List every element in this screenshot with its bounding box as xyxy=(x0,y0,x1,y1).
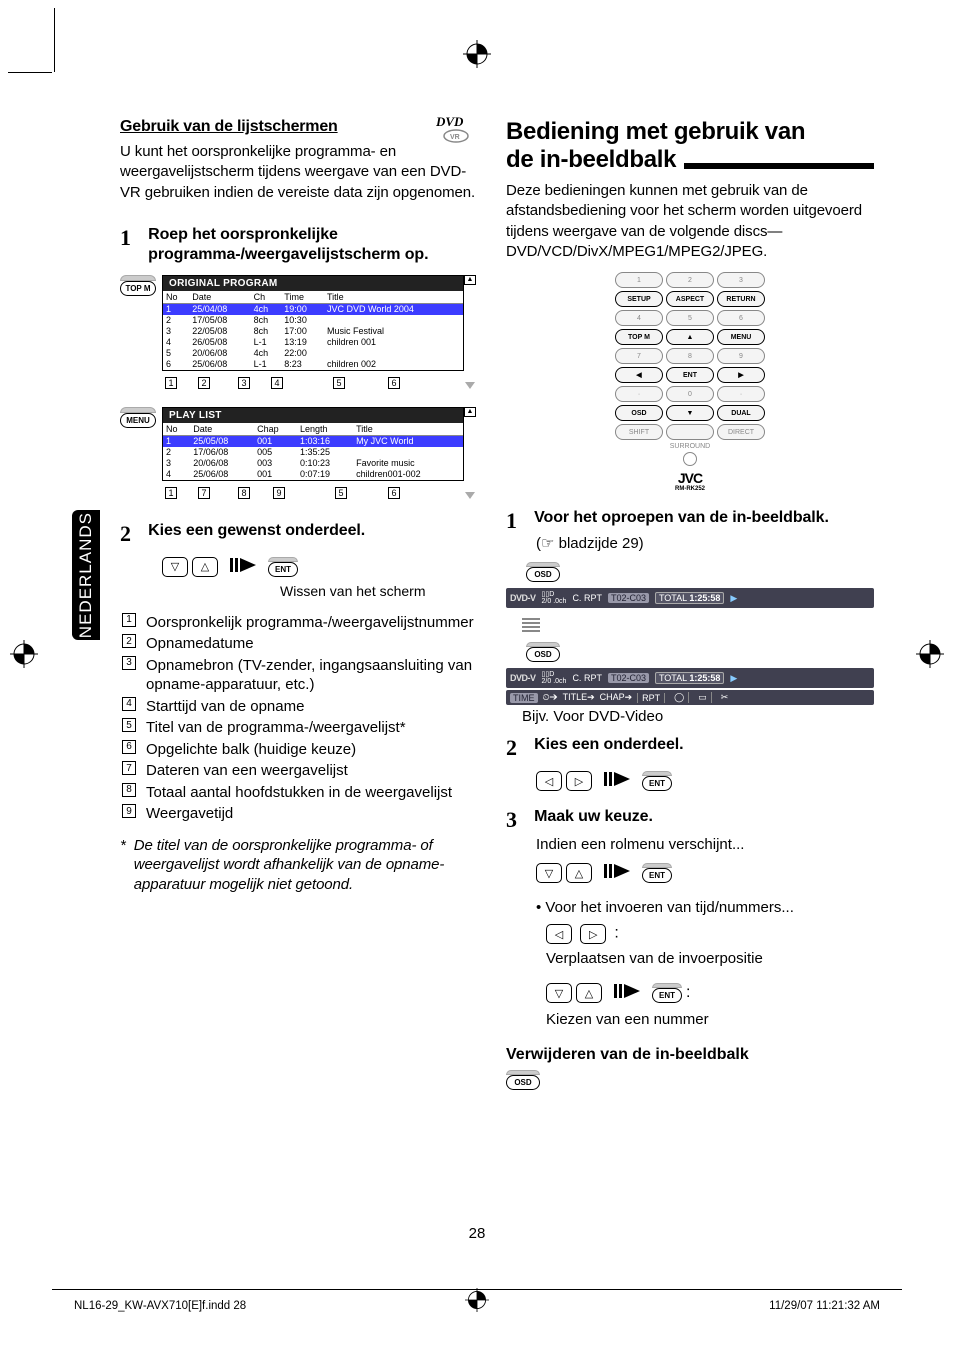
original-program-table: NoDateChTimeTitle125/04/084ch19:00JVC DV… xyxy=(163,291,463,370)
topm-button-illustration: TOP M xyxy=(120,275,156,296)
osd-button-illustration: OSD xyxy=(526,562,560,582)
footer-timestamp: 11/29/07 11:21:32 AM xyxy=(769,1300,880,1312)
crop-mark xyxy=(8,72,52,73)
original-program-titlebar: ORIGINAL PROGRAM xyxy=(163,276,463,291)
page-number: 28 xyxy=(469,1225,486,1242)
language-tab: NEDERLANDS xyxy=(72,510,100,640)
registration-mark-bottom xyxy=(465,1288,489,1312)
then-arrow-icon xyxy=(230,555,260,579)
then-arrow-icon xyxy=(604,769,634,793)
registration-mark-top xyxy=(463,40,491,68)
then-arrow-icon xyxy=(614,981,644,1005)
up-button: △ xyxy=(192,557,218,577)
nav-controls-illustration: ▽ △ ENT : xyxy=(546,981,874,1005)
then-arrow-icon xyxy=(604,861,634,885)
svg-text:DVD: DVD xyxy=(436,114,464,129)
step-number: 3 xyxy=(506,807,530,833)
scrollbar-stub: ▲ xyxy=(464,407,476,481)
language-tab-label: NEDERLANDS xyxy=(76,512,96,638)
intro-paragraph: U kunt het oorspronkelijke programma- en… xyxy=(120,142,476,203)
clear-caption: Wissen van het scherm xyxy=(280,583,476,599)
osd-button-illustration: OSD xyxy=(526,642,560,662)
remove-heading: Verwijderen van de in-beeldbalk xyxy=(506,1046,874,1064)
footnote: * De titel van de oorspronkelijke progra… xyxy=(120,836,476,895)
hamburger-icon xyxy=(522,616,874,638)
osd-bar-2b: TIME ⏲➔ TITLE➔ CHAP➔ RPT ◯ ▭ ✂ xyxy=(506,690,874,705)
down-button: ▽ xyxy=(546,983,572,1003)
ent-button: ENT xyxy=(652,988,682,1003)
svg-text:VR: VR xyxy=(450,134,460,141)
callout-row: 178956 xyxy=(162,487,476,499)
r-step-2-text: Kies een onderdeel. xyxy=(534,735,872,755)
osd-button-illustration: OSD xyxy=(506,1070,540,1090)
legend-list: 1Oorspronkelijk programma-/weergavelijst… xyxy=(120,613,476,824)
remote-illustration: 123SETUPASPECTRETURN456TOP M▲MENU789◀ENT… xyxy=(615,272,765,492)
playlist-titlebar: PLAY LIST xyxy=(163,408,463,423)
bullet-text: • Voor het invoeren van tijd/nummers... xyxy=(536,899,874,916)
up-button: △ xyxy=(576,983,602,1003)
scrollbar-stub: ▲ xyxy=(464,275,476,371)
callout-row: 123456 xyxy=(162,377,476,389)
step-number: 1 xyxy=(506,508,530,534)
osd-bar-1: DVD-V ▯▯D2/0 .0ch C. RPT T02-C03 TOTAL 1… xyxy=(506,588,874,608)
right-button: ▷ xyxy=(566,771,592,791)
playlist-table: NoDateChapLengthTitle125/05/080011:03:16… xyxy=(163,423,463,480)
move-caption: Verplaatsen van de invoerpositie xyxy=(546,950,874,967)
dvd-vr-icon: DVD VR xyxy=(436,114,476,148)
osd-bar-2a: DVD-V ▯▯D2/0 .0ch C. RPT T02-C03 TOTAL 1… xyxy=(506,668,874,688)
up-button: △ xyxy=(566,863,592,883)
nav-controls-illustration: ▽ △ ENT xyxy=(162,555,476,579)
right-button: ▷ xyxy=(580,924,606,944)
osd-caption: Bijv. Voor DVD-Video xyxy=(522,708,874,725)
choose-caption: Kiezen van een nummer xyxy=(546,1011,874,1028)
nav-controls-illustration: ▽ △ ENT xyxy=(536,861,874,885)
step-number: 2 xyxy=(120,521,144,547)
right-intro: Deze bedieningen kunnen met gebruik van … xyxy=(506,181,874,262)
step-number: 2 xyxy=(506,735,530,761)
ent-button: ENT xyxy=(642,868,672,883)
step-number: 1 xyxy=(120,225,144,251)
down-button: ▽ xyxy=(162,557,188,577)
nav-controls-illustration: ◁ ▷ : xyxy=(546,924,874,944)
nav-controls-illustration: ◁ ▷ ENT xyxy=(536,769,874,793)
step-1-text: Roep het oorspronkelijke programma-/weer… xyxy=(148,225,474,265)
registration-mark-right xyxy=(916,640,944,668)
down-button: ▽ xyxy=(536,863,562,883)
step3-sub: Indien een rolmenu verschijnt... xyxy=(536,836,874,853)
ent-button: ENT xyxy=(642,776,672,791)
r-step-3-text: Maak uw keuze. xyxy=(534,807,872,827)
main-heading: Bediening met gebruik van de in-beeldbal… xyxy=(506,118,874,173)
step-2-text: Kies een gewenst onderdeel. xyxy=(148,521,474,541)
left-button: ◁ xyxy=(546,924,572,944)
footer-filename: NL16-29_KW-AVX710[E]f.indd 28 xyxy=(74,1300,246,1312)
section-title: Gebruik van de lijstschermen xyxy=(120,118,476,136)
registration-mark-left xyxy=(10,640,38,668)
crop-mark xyxy=(54,8,55,72)
ent-button: ENT xyxy=(268,562,298,577)
menu-button-illustration: MENU xyxy=(120,407,156,428)
r-step-1-text: Voor het oproepen van de in-beeldbalk. xyxy=(534,508,872,528)
left-button: ◁ xyxy=(536,771,562,791)
